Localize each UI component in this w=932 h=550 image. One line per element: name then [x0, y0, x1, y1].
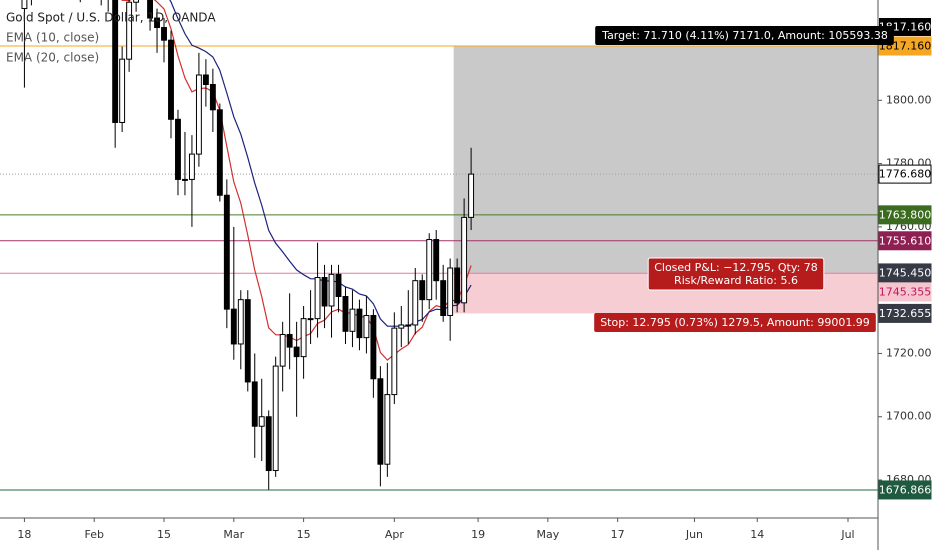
- price-label: 1763.800: [879, 208, 932, 221]
- candle-body: [237, 299, 244, 345]
- overlay: Gold Spot / U.S. Dollar, 1D, OANDA EMA (…: [6, 11, 894, 332]
- candle-body: [412, 280, 419, 326]
- candle-body: [244, 299, 251, 383]
- candle-body: [258, 416, 265, 427]
- candle-body: [398, 324, 405, 329]
- candle-body: [321, 277, 328, 307]
- price-label-bg: [878, 205, 932, 225]
- candle-body: [182, 178, 188, 181]
- price-label-bg: [878, 263, 932, 283]
- candle-body: [356, 308, 363, 339]
- candle-body: [175, 118, 181, 180]
- candle-body: [154, 17, 160, 29]
- candle-body: [126, 1, 133, 60]
- y-tick-label: 1800.000: [886, 93, 932, 106]
- result-text-bg: [647, 257, 825, 291]
- x-tick-label: 19: [471, 528, 485, 541]
- candle-body: [279, 333, 286, 367]
- candle-body: [370, 314, 377, 380]
- candle-body: [230, 308, 237, 345]
- candle-body: [349, 308, 356, 332]
- candle-body: [272, 365, 279, 472]
- x-tick-label: 17: [611, 528, 625, 541]
- price-label-bg: [878, 303, 932, 323]
- price-label: 1745.450: [879, 266, 932, 279]
- legend-entry: EMA (20, close): [6, 51, 99, 65]
- x-tick-label: May: [537, 528, 560, 541]
- price-label: 1755.610: [879, 234, 932, 247]
- x-tick-label: Apr: [385, 528, 405, 541]
- candle-body: [307, 318, 314, 321]
- ema-line: [169, 0, 472, 327]
- price-label: 1776.680: [879, 168, 932, 181]
- candle-body: [426, 239, 433, 301]
- x-tick-label: 14: [750, 528, 764, 541]
- candle-body: [405, 324, 412, 327]
- x-tick-label: Mar: [223, 528, 244, 541]
- target-zone: [453, 46, 878, 273]
- candle-body: [391, 327, 398, 396]
- candle-body: [335, 273, 342, 297]
- candle-body: [328, 273, 335, 307]
- price-label: 1732.655: [879, 307, 932, 320]
- candle-body: [21, 0, 28, 10]
- candle-body: [363, 314, 370, 339]
- candle-body: [265, 416, 272, 472]
- price-label-bg: [878, 164, 932, 184]
- candle-body: [314, 277, 321, 320]
- price-label: 1745.355: [879, 285, 932, 298]
- candle-body: [454, 267, 461, 304]
- candle-body: [161, 27, 167, 41]
- chart-title: Gold Spot / U.S. Dollar, 1D, OANDA: [6, 11, 216, 25]
- candle-body: [468, 173, 475, 218]
- x-tick-label: Jul: [840, 528, 854, 541]
- legend-entry: EMA (10, close): [6, 31, 99, 45]
- candle-body: [440, 280, 447, 316]
- candle-body: [251, 381, 258, 427]
- candle-body: [112, 0, 119, 123]
- candle-body: [216, 109, 223, 196]
- target-text-bg: [595, 26, 894, 45]
- candle-body: [188, 153, 195, 180]
- price-label-bg: [878, 282, 932, 302]
- plot-area: [0, 0, 878, 491]
- price-label-bg: [878, 480, 932, 500]
- candle-body: [377, 378, 384, 465]
- x-tick-label: 15: [297, 528, 311, 541]
- candle-body: [419, 280, 426, 301]
- result-text: Risk/Reward Ratio: 5.6: [674, 274, 798, 287]
- candle-body: [293, 346, 300, 358]
- candle-body: [147, 0, 153, 19]
- x-tick-label: 18: [17, 528, 31, 541]
- candle-body: [384, 394, 391, 465]
- x-tick-label: 15: [157, 528, 171, 541]
- price-label: 1676.866: [879, 483, 932, 496]
- candle-body: [209, 83, 216, 111]
- x-tick-label: Feb: [84, 528, 103, 541]
- candle-body: [119, 58, 126, 123]
- y-tick-label: 1700.000: [886, 410, 932, 423]
- stop-text-bg: [594, 313, 876, 332]
- x-tick-label: Jun: [685, 528, 703, 541]
- candle-body: [133, 0, 140, 3]
- stop-text: Stop: 12.795 (0.73%) 1279.5, Amount: 990…: [600, 316, 870, 329]
- result-text: Closed P&L: −12.795, Qty: 78: [654, 261, 818, 274]
- candle-body: [195, 74, 202, 155]
- target-text: Target: 71.710 (4.11%) 7171.0, Amount: 1…: [601, 29, 888, 42]
- candle-body: [168, 39, 174, 120]
- candle-body: [300, 318, 307, 358]
- candle-body: [286, 333, 293, 348]
- candle-body: [202, 74, 209, 85]
- price-label-bg: [878, 231, 932, 251]
- candle-body: [447, 267, 454, 316]
- candle-body: [342, 295, 349, 332]
- candle-body: [433, 239, 440, 282]
- candle-body: [223, 194, 230, 310]
- candle-body: [461, 216, 468, 304]
- y-tick-label: 1720.000: [886, 346, 932, 359]
